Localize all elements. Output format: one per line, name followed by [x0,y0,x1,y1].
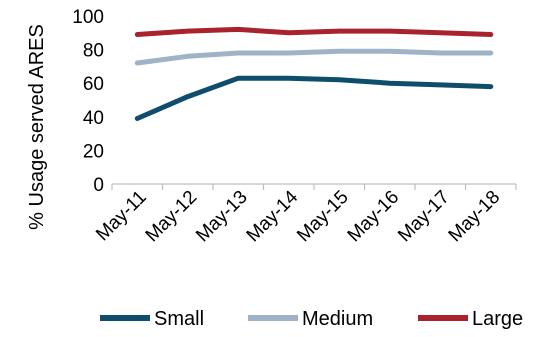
y-tick-label: 60 [83,74,104,95]
y-tick-label: 80 [83,41,104,62]
x-tick-label: May-14 [243,186,303,246]
series-line-medium [134,48,494,66]
axes [111,183,517,190]
y-tick-label: 40 [83,108,104,129]
y-tick-label: 100 [72,7,104,28]
legend: Small Medium Large [100,308,523,330]
legend-label-small: Small [154,308,204,330]
series-line-large [134,26,494,37]
series-line-small [134,75,494,121]
x-axis-ticks: May-11May-12May-13May-14May-15May-16May-… [92,186,504,246]
data-series [134,26,494,121]
x-tick-label: May-18 [445,187,505,247]
y-tick-label: 0 [93,175,104,196]
x-tick-label: May-12 [142,187,202,247]
x-tick-label: May-16 [344,187,404,247]
legend-label-large: Large [472,308,523,330]
y-axis-ticks: 0 20 40 60 80 100 [72,7,104,196]
y-tick-label: 20 [83,141,104,162]
x-tick-label: May-17 [394,187,454,247]
y-axis-title: % Usage served ARES [26,24,48,230]
x-tick-label: May-15 [293,187,353,247]
x-tick-label: May-13 [192,187,252,247]
legend-label-medium: Medium [302,308,373,330]
